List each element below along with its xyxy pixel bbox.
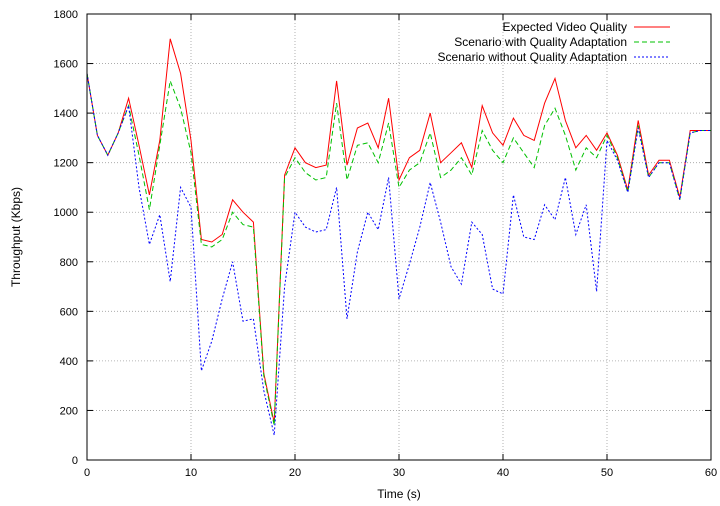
y-tick-label: 1600 — [54, 59, 78, 71]
y-tick-label: 1800 — [54, 9, 78, 21]
x-tick-label: 10 — [185, 467, 197, 479]
series-line — [86, 73, 711, 426]
y-tick-label: 400 — [60, 356, 78, 368]
y-tick-label: 1000 — [54, 207, 78, 219]
y-tick-label: 600 — [60, 306, 78, 318]
x-tick-label: 40 — [497, 467, 509, 479]
x-tick-label: 50 — [601, 467, 613, 479]
legend-label: Scenario without Quality Adaptation — [438, 50, 627, 64]
legend-label: Scenario with Quality Adaptation — [454, 35, 627, 49]
y-tick-label: 800 — [60, 257, 78, 269]
y-axis-title: Throughput (Kbps) — [9, 187, 23, 287]
x-tick-label: 20 — [289, 467, 301, 479]
series-line — [86, 38, 711, 423]
y-tick-label: 1400 — [54, 108, 78, 120]
x-axis-title: Time (s) — [377, 487, 421, 501]
x-tick-label: 30 — [393, 467, 405, 479]
legend-label: Expected Video Quality — [502, 20, 627, 34]
y-tick-label: 200 — [60, 405, 78, 417]
x-tick-label: 60 — [705, 467, 717, 479]
x-tick-label: 0 — [84, 467, 90, 479]
y-tick-label: 0 — [72, 455, 78, 467]
y-tick-label: 1200 — [54, 158, 78, 170]
plot-series — [86, 38, 711, 436]
series-line — [86, 73, 711, 436]
axis-ticks: 0 10 20 30 40 50 60020040060080010001200140016… — [54, 9, 718, 479]
grid — [87, 14, 711, 460]
